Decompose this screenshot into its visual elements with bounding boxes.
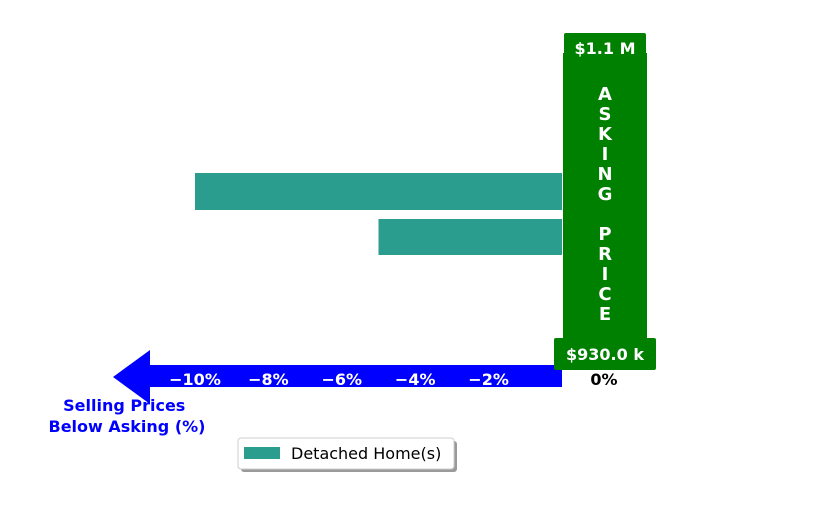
x-tick-label: −8% bbox=[248, 370, 289, 389]
x-axis-label: Selling Prices Below Asking (%) bbox=[49, 396, 206, 436]
asking-price-letter: R bbox=[598, 244, 612, 265]
asking-price-letter: E bbox=[599, 304, 611, 325]
bars-group bbox=[195, 173, 562, 255]
asking-price-letter: A bbox=[598, 84, 612, 105]
x-tick-label: −6% bbox=[322, 370, 363, 389]
x-axis-arrow bbox=[113, 350, 562, 404]
top-price-label: $1.1 M bbox=[575, 39, 636, 58]
bottom-price-box bbox=[554, 338, 656, 370]
x-tick-label: −2% bbox=[468, 370, 509, 389]
x-tick-labels: −10% −8% −6% −4% −2% 0% bbox=[169, 370, 617, 389]
asking-price-letter: C bbox=[598, 284, 611, 305]
x-tick-label: −4% bbox=[395, 370, 436, 389]
asking-price-letter: I bbox=[602, 264, 609, 285]
x-tick-label: −10% bbox=[169, 370, 221, 389]
legend-label: Detached Home(s) bbox=[291, 444, 441, 463]
bar-0 bbox=[195, 173, 562, 210]
asking-price-letter: G bbox=[598, 184, 613, 205]
arrow-shaft bbox=[148, 365, 562, 387]
bar-1 bbox=[378, 219, 562, 255]
top-price-box bbox=[564, 33, 646, 62]
x-axis-label-line-1: Selling Prices bbox=[63, 396, 185, 415]
asking-price-column bbox=[563, 53, 647, 350]
asking-price-letter: P bbox=[598, 224, 611, 245]
arrow-head bbox=[113, 350, 150, 404]
bottom-price-label: $930.0 k bbox=[566, 345, 644, 364]
x-tick-label: 0% bbox=[590, 370, 617, 389]
asking-price-letter: N bbox=[597, 164, 612, 185]
x-axis-label-line-2: Below Asking (%) bbox=[49, 417, 206, 436]
asking-price-letter: S bbox=[599, 104, 612, 125]
legend-swatch bbox=[244, 447, 280, 459]
asking-price-letter: I bbox=[602, 144, 609, 165]
asking-price-letter: K bbox=[598, 124, 613, 145]
legend-box bbox=[237, 437, 455, 470]
legend: Detached Home(s) bbox=[237, 437, 457, 472]
